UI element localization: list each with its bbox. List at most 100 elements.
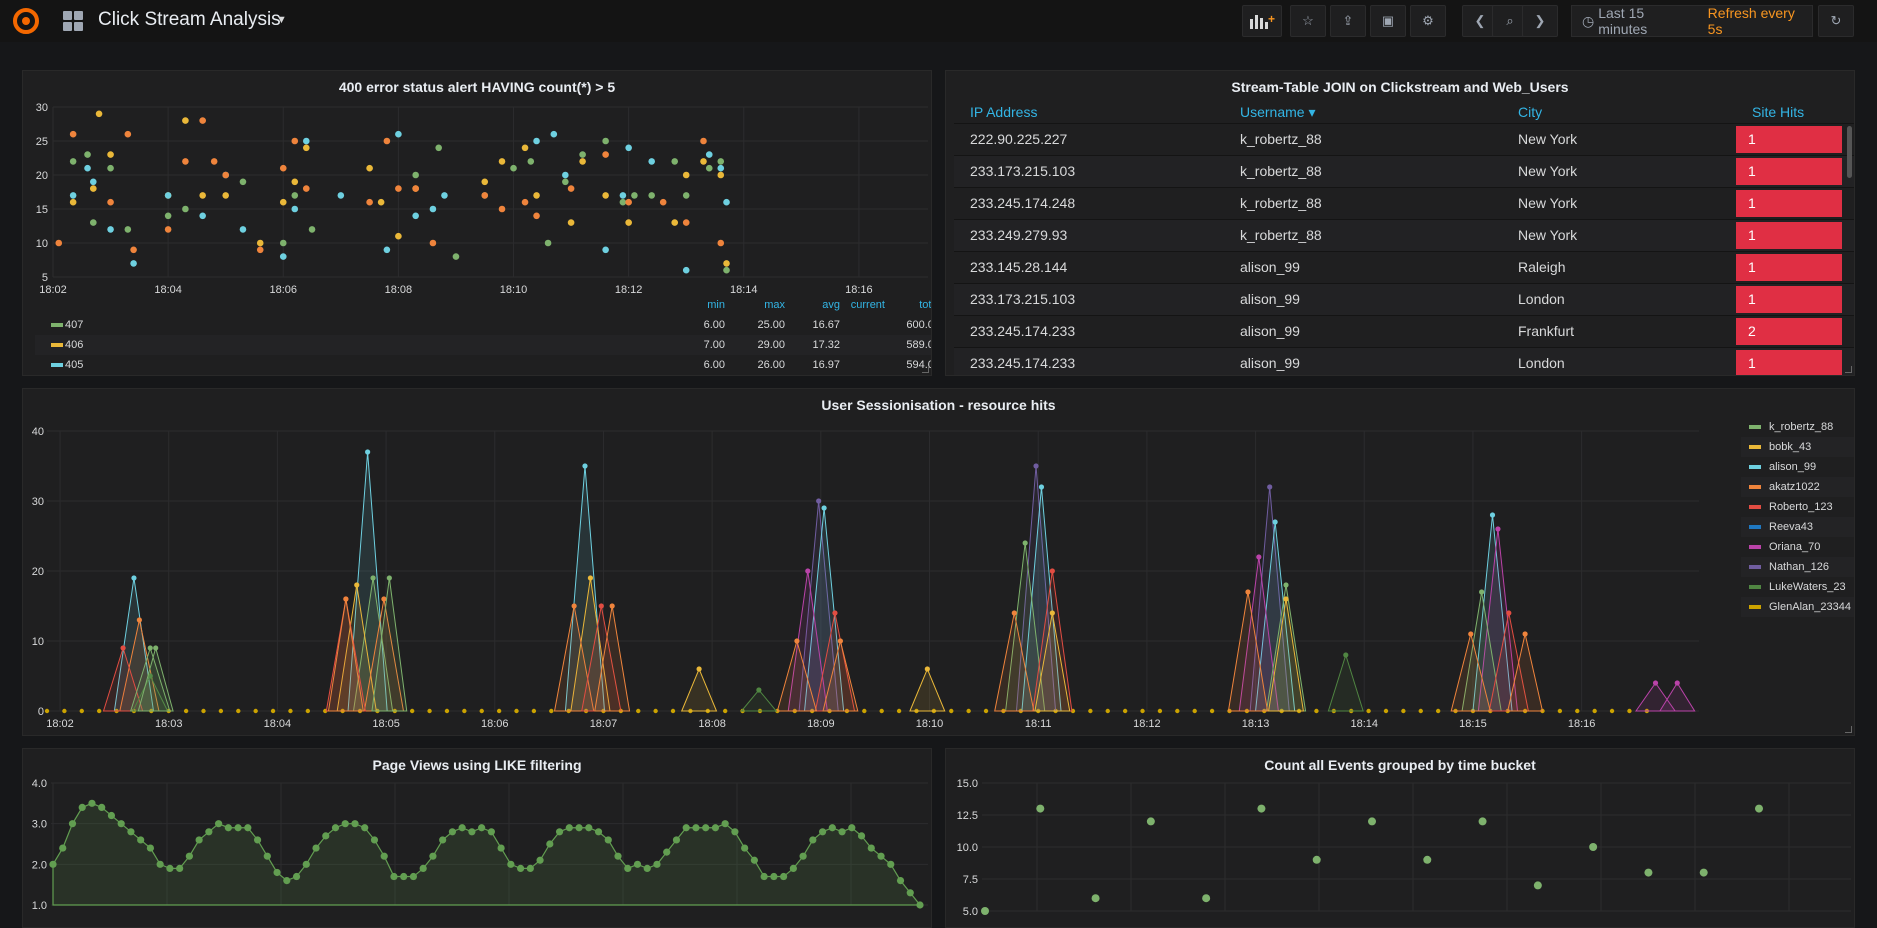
column-header-ip[interactable]: IP Address — [970, 104, 1038, 120]
data-point — [283, 877, 291, 885]
baseline-point — [862, 708, 867, 714]
legend-item[interactable]: Oriana_70 — [1741, 537, 1854, 557]
save-button[interactable]: ▣ — [1370, 5, 1406, 37]
dashboard-title[interactable]: Click Stream Analysis — [98, 9, 281, 30]
legend-swatch — [1749, 585, 1761, 589]
time-forward-button[interactable]: ❯ — [1522, 5, 1558, 37]
panel-title[interactable]: User Sessionisation - resource hits — [821, 397, 1056, 413]
data-point — [395, 232, 402, 240]
legend-item[interactable]: Nathan_126 — [1741, 557, 1854, 577]
data-point — [89, 219, 97, 226]
legend-item[interactable]: Reeva43 — [1741, 517, 1854, 537]
star-button[interactable]: ☆ — [1290, 5, 1326, 37]
table-scrollbar[interactable] — [1847, 126, 1852, 178]
legend-row[interactable]: 405 6.00 26.00 16.97 594.00 — [35, 355, 931, 375]
data-point — [1312, 855, 1321, 864]
data-point — [717, 239, 725, 247]
data-point — [263, 852, 271, 860]
legend-item[interactable]: GlenAlan_23344 — [1741, 597, 1854, 617]
refresh-button[interactable]: ↻ — [1818, 5, 1854, 37]
data-point — [789, 864, 797, 872]
peak-point — [147, 645, 153, 651]
legend-series-name: Oriana_70 — [1769, 541, 1821, 553]
refresh-interval-label[interactable]: Refresh every 5s — [1707, 5, 1795, 37]
data-point — [625, 219, 632, 226]
legend-header-min[interactable]: min — [707, 299, 725, 311]
cell-ip: 233.145.28.144 — [970, 259, 1068, 275]
baseline-point — [1401, 708, 1406, 714]
legend-row[interactable]: 407 6.00 25.00 16.67 600.00 — [35, 315, 931, 335]
legend-swatch — [1749, 505, 1761, 509]
data-point — [624, 864, 632, 872]
legend-item[interactable]: k_robertz_88 — [1741, 417, 1854, 437]
table-row[interactable]: 233.245.174.248 k_robertz_88 New York 1 — [954, 187, 1854, 219]
cell-city: Raleigh — [1518, 259, 1566, 275]
panel-title[interactable]: Page Views using LIKE filtering — [372, 757, 582, 773]
data-point — [510, 164, 517, 172]
legend-header-max[interactable]: max — [764, 299, 785, 311]
table-row[interactable]: 233.173.215.103 alison_99 London 1 — [954, 283, 1854, 315]
peak-area — [1327, 653, 1364, 712]
panel-title[interactable]: 400 error status alert HAVING count(*) >… — [338, 79, 616, 95]
panel-title[interactable]: Count all Events grouped by time bucket — [1264, 757, 1536, 773]
chevron-right-icon: ❯ — [1534, 13, 1546, 28]
data-point — [88, 799, 96, 807]
add-panel-button[interactable]: + — [1242, 5, 1282, 37]
legend-item[interactable]: alison_99 — [1741, 457, 1854, 477]
data-point — [130, 260, 137, 267]
data-point — [533, 212, 540, 220]
settings-button[interactable]: ⚙ — [1410, 5, 1446, 37]
data-point — [619, 198, 627, 206]
cell-city: London — [1518, 291, 1565, 307]
legend-row[interactable]: 406 7.00 29.00 17.32 589.00 — [35, 335, 931, 355]
data-point — [1146, 817, 1155, 826]
data-point — [1533, 881, 1542, 890]
column-header-username[interactable]: Username ▾ — [1240, 104, 1316, 120]
data-point — [146, 844, 155, 852]
data-point — [239, 178, 247, 186]
table-row[interactable]: 233.173.215.103 k_robertz_88 New York 1 — [954, 155, 1854, 187]
data-point — [377, 198, 385, 206]
column-header-site-hits[interactable]: Site Hits — [1752, 104, 1805, 120]
legend-series-name: 406 — [65, 339, 84, 351]
data-point — [533, 192, 540, 199]
legend-item[interactable]: akatz1022 — [1741, 477, 1854, 497]
chevron-down-icon[interactable]: ▼ — [276, 14, 287, 26]
column-header-city[interactable]: City — [1518, 104, 1543, 120]
time-picker[interactable]: ◷ Last 15 minutes Refresh every 5s — [1571, 5, 1813, 37]
legend-item[interactable]: Roberto_123 — [1741, 497, 1854, 517]
y-tick-label: 20 — [36, 170, 48, 182]
cell-site-hits: 1 — [1736, 126, 1842, 153]
legend-header-total[interactable]: total — [919, 299, 932, 311]
dashboards-icon[interactable] — [62, 10, 84, 32]
legend-series-name: alison_99 — [1769, 461, 1817, 473]
data-point — [1423, 855, 1432, 864]
table-row[interactable]: 233.145.28.144 alison_99 Raleigh 1 — [954, 251, 1854, 283]
y-tick-label: 25 — [36, 136, 48, 148]
data-point — [210, 158, 218, 165]
x-tick-label: 18:10 — [500, 284, 528, 296]
table-row[interactable]: 233.249.279.93 k_robertz_88 New York 1 — [954, 219, 1854, 251]
legend-header-avg[interactable]: avg — [822, 299, 840, 311]
panel-error-alert: 400 error status alert HAVING count(*) >… — [22, 70, 932, 376]
baseline-point — [514, 708, 519, 714]
table-row[interactable]: 233.245.174.233 alison_99 London 1 — [954, 347, 1854, 375]
data-point — [302, 144, 310, 152]
grafana-logo-icon[interactable] — [12, 7, 40, 35]
legend-series-name: k_robertz_88 — [1769, 421, 1834, 433]
table-row[interactable]: 222.90.225.227 k_robertz_88 New York 1 — [954, 123, 1854, 155]
legend-item[interactable]: bobk_43 — [1741, 437, 1854, 457]
legend-header-current[interactable]: current — [850, 299, 885, 311]
panel-title[interactable]: Stream-Table JOIN on Clickstream and Web… — [1231, 79, 1569, 95]
resize-handle[interactable] — [922, 366, 929, 373]
legend-series-name: Roberto_123 — [1769, 501, 1833, 513]
table-row[interactable]: 233.245.174.233 alison_99 Frankfurt 2 — [954, 315, 1854, 347]
baseline-point — [1088, 708, 1093, 714]
baseline-point — [1157, 708, 1163, 714]
legend-item[interactable]: LukeWaters_23 — [1741, 577, 1854, 597]
data-point — [717, 171, 725, 179]
baseline-point — [496, 708, 502, 714]
resize-handle[interactable] — [1845, 726, 1852, 733]
resize-handle[interactable] — [1845, 366, 1852, 373]
share-button[interactable]: ⇪ — [1330, 5, 1366, 37]
